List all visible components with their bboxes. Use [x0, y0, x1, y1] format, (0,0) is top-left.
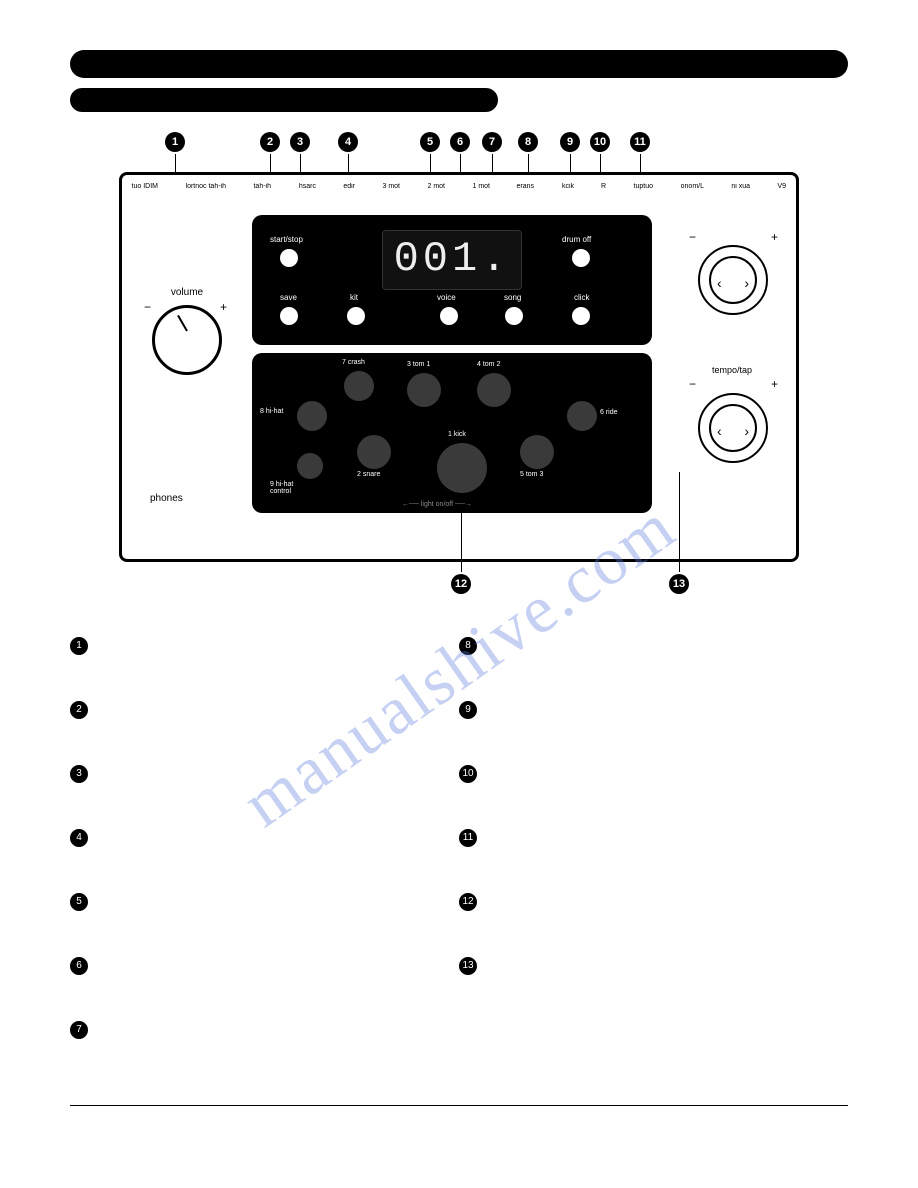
volume-knob[interactable] [152, 305, 222, 375]
callout-13: 13 [669, 574, 689, 594]
pad-tom3[interactable] [520, 435, 554, 469]
device-panel: V9ni xuaonom/LtuptuoR kcikerans1 mot2 mo… [119, 172, 799, 562]
callout-9: 9 [560, 132, 580, 152]
footer-rule [70, 1105, 848, 1106]
legend-9: 9 [459, 701, 477, 719]
pad-hihat-label: 8 hi-hat [260, 408, 283, 415]
kit-label: kit [350, 293, 358, 302]
pad-tom2-label: 4 tom 2 [477, 361, 500, 368]
voice-label: voice [437, 293, 456, 302]
voice-button[interactable] [440, 307, 458, 325]
pad-hihat-control-label: 9 hi-hat control [270, 481, 293, 495]
pad-tom2[interactable] [477, 373, 511, 407]
bottom-callout-row: 12 13 [119, 562, 799, 607]
header-bar-sub [70, 88, 498, 112]
upper-dial-plus: + [771, 230, 778, 244]
volume-minus: − [144, 300, 151, 314]
tempo-dial-plus: + [771, 377, 778, 391]
legend-11: 11 [459, 829, 477, 847]
pad-crash[interactable] [344, 371, 374, 401]
callout-5: 5 [420, 132, 440, 152]
legend-7: 7 [70, 1021, 88, 1039]
phones-label: phones [150, 493, 183, 504]
top-callout-row: 1 2 3 4 5 6 7 8 9 10 11 [70, 132, 848, 172]
legend-5: 5 [70, 893, 88, 911]
song-label: song [504, 293, 521, 302]
callout-2: 2 [260, 132, 280, 152]
control-panel-top: start/stop save kit 001. voice song drum… [252, 215, 652, 345]
callout-3: 3 [290, 132, 310, 152]
callout-1: 1 [165, 132, 185, 152]
pad-hihat[interactable] [297, 401, 327, 431]
start-stop-button[interactable] [280, 249, 298, 267]
tempo-dial-minus: − [689, 377, 696, 391]
tempo-dial[interactable]: ‹ › [698, 393, 768, 463]
led-display: 001. [382, 230, 522, 290]
click-label: click [574, 293, 590, 302]
tempo-dial-label: tempo/tap [700, 365, 764, 375]
pad-crash-label: 7 crash [342, 359, 365, 366]
callout-8: 8 [518, 132, 538, 152]
legend-section: 1 2 3 4 5 6 7 8 9 10 11 12 13 [70, 637, 848, 1085]
pad-snare[interactable] [357, 435, 391, 469]
legend-13: 13 [459, 957, 477, 975]
legend-8: 8 [459, 637, 477, 655]
kit-button[interactable] [347, 307, 365, 325]
pad-ride-label: 6 ride [600, 409, 618, 416]
pad-kick-label: 1 kick [448, 431, 466, 438]
pad-tom1[interactable] [407, 373, 441, 407]
legend-1: 1 [70, 637, 88, 655]
drum-off-button[interactable] [572, 249, 590, 267]
save-button[interactable] [280, 307, 298, 325]
pad-panel: 1 kick 2 snare 3 tom 1 4 tom 2 5 tom 3 6… [252, 353, 652, 513]
start-stop-label: start/stop [270, 235, 303, 244]
legend-4: 4 [70, 829, 88, 847]
pad-tom1-label: 3 tom 1 [407, 361, 430, 368]
pad-hihat-control[interactable] [297, 453, 323, 479]
song-button[interactable] [505, 307, 523, 325]
legend-3: 3 [70, 765, 88, 783]
pad-kick[interactable] [437, 443, 487, 493]
upper-dial-minus: − [689, 230, 696, 244]
legend-10: 10 [459, 765, 477, 783]
callout-11: 11 [630, 132, 650, 152]
callout-10: 10 [590, 132, 610, 152]
legend-6: 6 [70, 957, 88, 975]
light-onoff-label: ←── light on/off ──→ [402, 501, 472, 508]
pad-snare-label: 2 snare [357, 471, 380, 478]
pad-ride[interactable] [567, 401, 597, 431]
callout-6: 6 [450, 132, 470, 152]
volume-label: volume [152, 287, 222, 298]
rear-port-labels: V9ni xuaonom/LtuptuoR kcikerans1 mot2 mo… [132, 183, 786, 190]
header-bar-main [70, 50, 848, 78]
legend-2: 2 [70, 701, 88, 719]
legend-12: 12 [459, 893, 477, 911]
callout-12: 12 [451, 574, 471, 594]
value-dial[interactable]: ‹ › [698, 245, 768, 315]
callout-7: 7 [482, 132, 502, 152]
save-label: save [280, 293, 297, 302]
callout-4: 4 [338, 132, 358, 152]
click-button[interactable] [572, 307, 590, 325]
pad-tom3-label: 5 tom 3 [520, 471, 543, 478]
drum-off-label: drum off [562, 235, 591, 244]
